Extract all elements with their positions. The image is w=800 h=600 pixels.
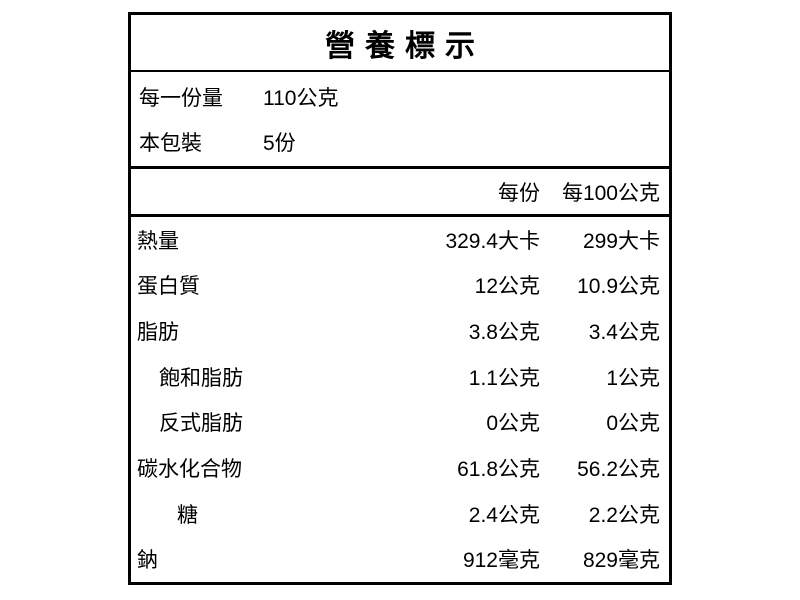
nutrient-row-carbohydrate: 碳水化合物 61.8公克 56.2公克	[131, 445, 669, 491]
per-serving-value: 3.8公克	[468, 321, 540, 345]
nutrition-label: 營養標示 每一份量 110公克 本包裝 5份 每份 每100公克 熱量 329.…	[128, 12, 672, 585]
nutrient-name: 糖	[177, 503, 198, 527]
per-serving-value: 329.4大卡	[445, 229, 540, 253]
serving-size-row: 每一份量 110公克	[131, 74, 669, 119]
nutrient-row-trans-fat: 反式脂肪 0公克 0公克	[131, 400, 669, 446]
servings-per-package-row: 本包裝 5份	[131, 119, 669, 164]
per-100g-value: 829毫克	[582, 549, 660, 573]
nutrient-name: 碳水化合物	[137, 457, 242, 481]
servings-per-package-label: 本包裝	[139, 131, 202, 155]
per-serving-value: 61.8公克	[457, 457, 540, 481]
nutrient-row-saturated-fat: 飽和脂肪 1.1公克 1公克	[131, 354, 669, 400]
per-100g-value: 1公克	[606, 366, 660, 390]
per-serving-value: 0公克	[486, 412, 540, 436]
label-title: 營養標示	[325, 29, 485, 63]
servings-per-package-value: 5份	[263, 131, 296, 155]
per-100g-value: 56.2公克	[577, 457, 660, 481]
per-serving-value: 912毫克	[462, 549, 540, 573]
per-100g-value: 10.9公克	[577, 275, 660, 299]
column-header-row: 每份 每100公克	[131, 169, 669, 217]
nutrient-name: 脂肪	[137, 321, 179, 345]
label-title-row: 營養標示	[131, 15, 669, 72]
serving-info-section: 每一份量 110公克 本包裝 5份	[131, 72, 669, 169]
serving-size-value: 110公克	[263, 86, 339, 110]
nutrient-row-sugar: 糖 2.4公克 2.2公克	[131, 491, 669, 537]
nutrient-name: 鈉	[137, 549, 158, 573]
nutrient-row-calories: 熱量 329.4大卡 299大卡	[131, 217, 669, 263]
nutrient-name: 反式脂肪	[159, 412, 243, 436]
serving-size-label: 每一份量	[139, 86, 223, 110]
per-100g-value: 0公克	[606, 412, 660, 436]
per-100g-value: 2.2公克	[588, 503, 660, 527]
nutrient-row-sodium: 鈉 912毫克 829毫克	[131, 536, 669, 582]
per-serving-value: 1.1公克	[468, 366, 540, 390]
nutrient-row-fat: 脂肪 3.8公克 3.4公克	[131, 308, 669, 354]
per-100g-value: 3.4公克	[588, 321, 660, 345]
nutrient-name: 蛋白質	[137, 275, 200, 299]
nutrient-name: 飽和脂肪	[159, 366, 243, 390]
column-header-per-serving: 每份	[498, 181, 540, 205]
nutrient-name: 熱量	[137, 229, 179, 253]
nutrient-row-protein: 蛋白質 12公克 10.9公克	[131, 263, 669, 309]
per-100g-value: 299大卡	[582, 229, 660, 253]
per-serving-value: 2.4公克	[468, 503, 540, 527]
nutrient-table: 熱量 329.4大卡 299大卡 蛋白質 12公克 10.9公克 脂肪 3.8公…	[131, 217, 669, 582]
per-serving-value: 12公克	[474, 275, 540, 299]
column-header-per-100g: 每100公克	[561, 181, 660, 205]
